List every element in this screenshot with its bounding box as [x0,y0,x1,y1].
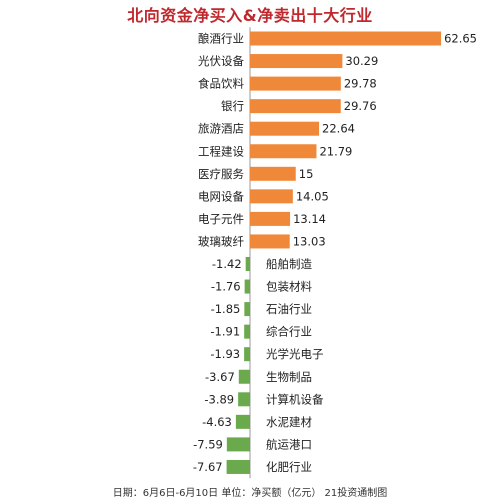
bar-14 [244,347,250,362]
category-label-9: 玻璃玻纤 [198,234,244,248]
bar-12 [244,302,250,317]
bar-8 [250,211,291,226]
value-label-10: -1.42 [212,257,242,271]
bar-9 [250,234,290,249]
value-label-2: 29.78 [344,77,377,91]
value-label-16: -3.89 [204,392,234,406]
category-label-17: 水泥建材 [266,415,312,429]
bar-5 [250,144,317,159]
value-label-9: 13.03 [293,234,326,248]
category-label-12: 石油行业 [266,302,312,316]
bar-15 [238,369,250,384]
bar-1 [250,54,343,69]
category-label-15: 生物制品 [266,370,312,384]
category-label-3: 银行 [221,99,244,113]
category-label-4: 旅游酒店 [198,122,244,136]
bar-19 [226,459,250,474]
bar-4 [250,121,320,136]
category-label-10: 船舶制造 [266,257,312,271]
category-label-11: 包装材料 [266,280,312,294]
category-label-14: 光学光电子 [266,347,324,361]
category-label-7: 电网设备 [198,189,244,203]
value-label-1: 30.29 [345,54,378,68]
category-label-19: 化肥行业 [266,460,312,474]
bar-3 [250,99,341,114]
bar-10 [245,257,250,271]
chart-footer: 日期：6月6日-6月10日 单位：净买额（亿元） 21投资通制图 [112,488,388,499]
value-label-0: 62.65 [444,32,477,46]
value-label-6: 15 [299,167,314,181]
bar-18 [226,437,250,452]
bar-6 [250,166,296,181]
value-label-19: -7.67 [193,460,223,474]
bar-7 [250,189,293,204]
category-label-13: 综合行业 [266,325,312,339]
chart-title: 北向资金净买入&净卖出十大行业 [127,6,373,25]
value-label-15: -3.67 [205,370,235,384]
value-label-13: -1.91 [210,325,240,339]
bar-2 [250,76,341,91]
value-label-5: 21.79 [319,144,352,158]
bar-13 [244,324,250,339]
value-label-18: -7.59 [193,437,223,451]
value-label-11: -1.76 [211,280,241,294]
category-label-18: 航运港口 [266,437,312,451]
category-label-0: 酿酒行业 [198,32,244,46]
category-label-2: 食品饮料 [198,77,244,91]
value-label-14: -1.93 [210,347,240,361]
value-label-4: 22.64 [322,122,355,136]
value-label-17: -4.63 [202,415,232,429]
value-label-8: 13.14 [293,212,326,226]
category-label-8: 电子元件 [198,212,244,226]
category-label-5: 工程建设 [198,144,244,158]
value-label-3: 29.76 [344,99,377,113]
category-label-6: 医疗服务 [198,167,244,181]
bar-17 [235,414,250,429]
value-label-7: 14.05 [296,189,329,203]
bar-11 [244,279,250,294]
category-label-16: 计算机设备 [266,392,324,406]
category-label-1: 光伏设备 [198,54,244,68]
value-label-12: -1.85 [211,302,241,316]
bar-16 [238,392,250,407]
bar-0 [250,31,442,46]
